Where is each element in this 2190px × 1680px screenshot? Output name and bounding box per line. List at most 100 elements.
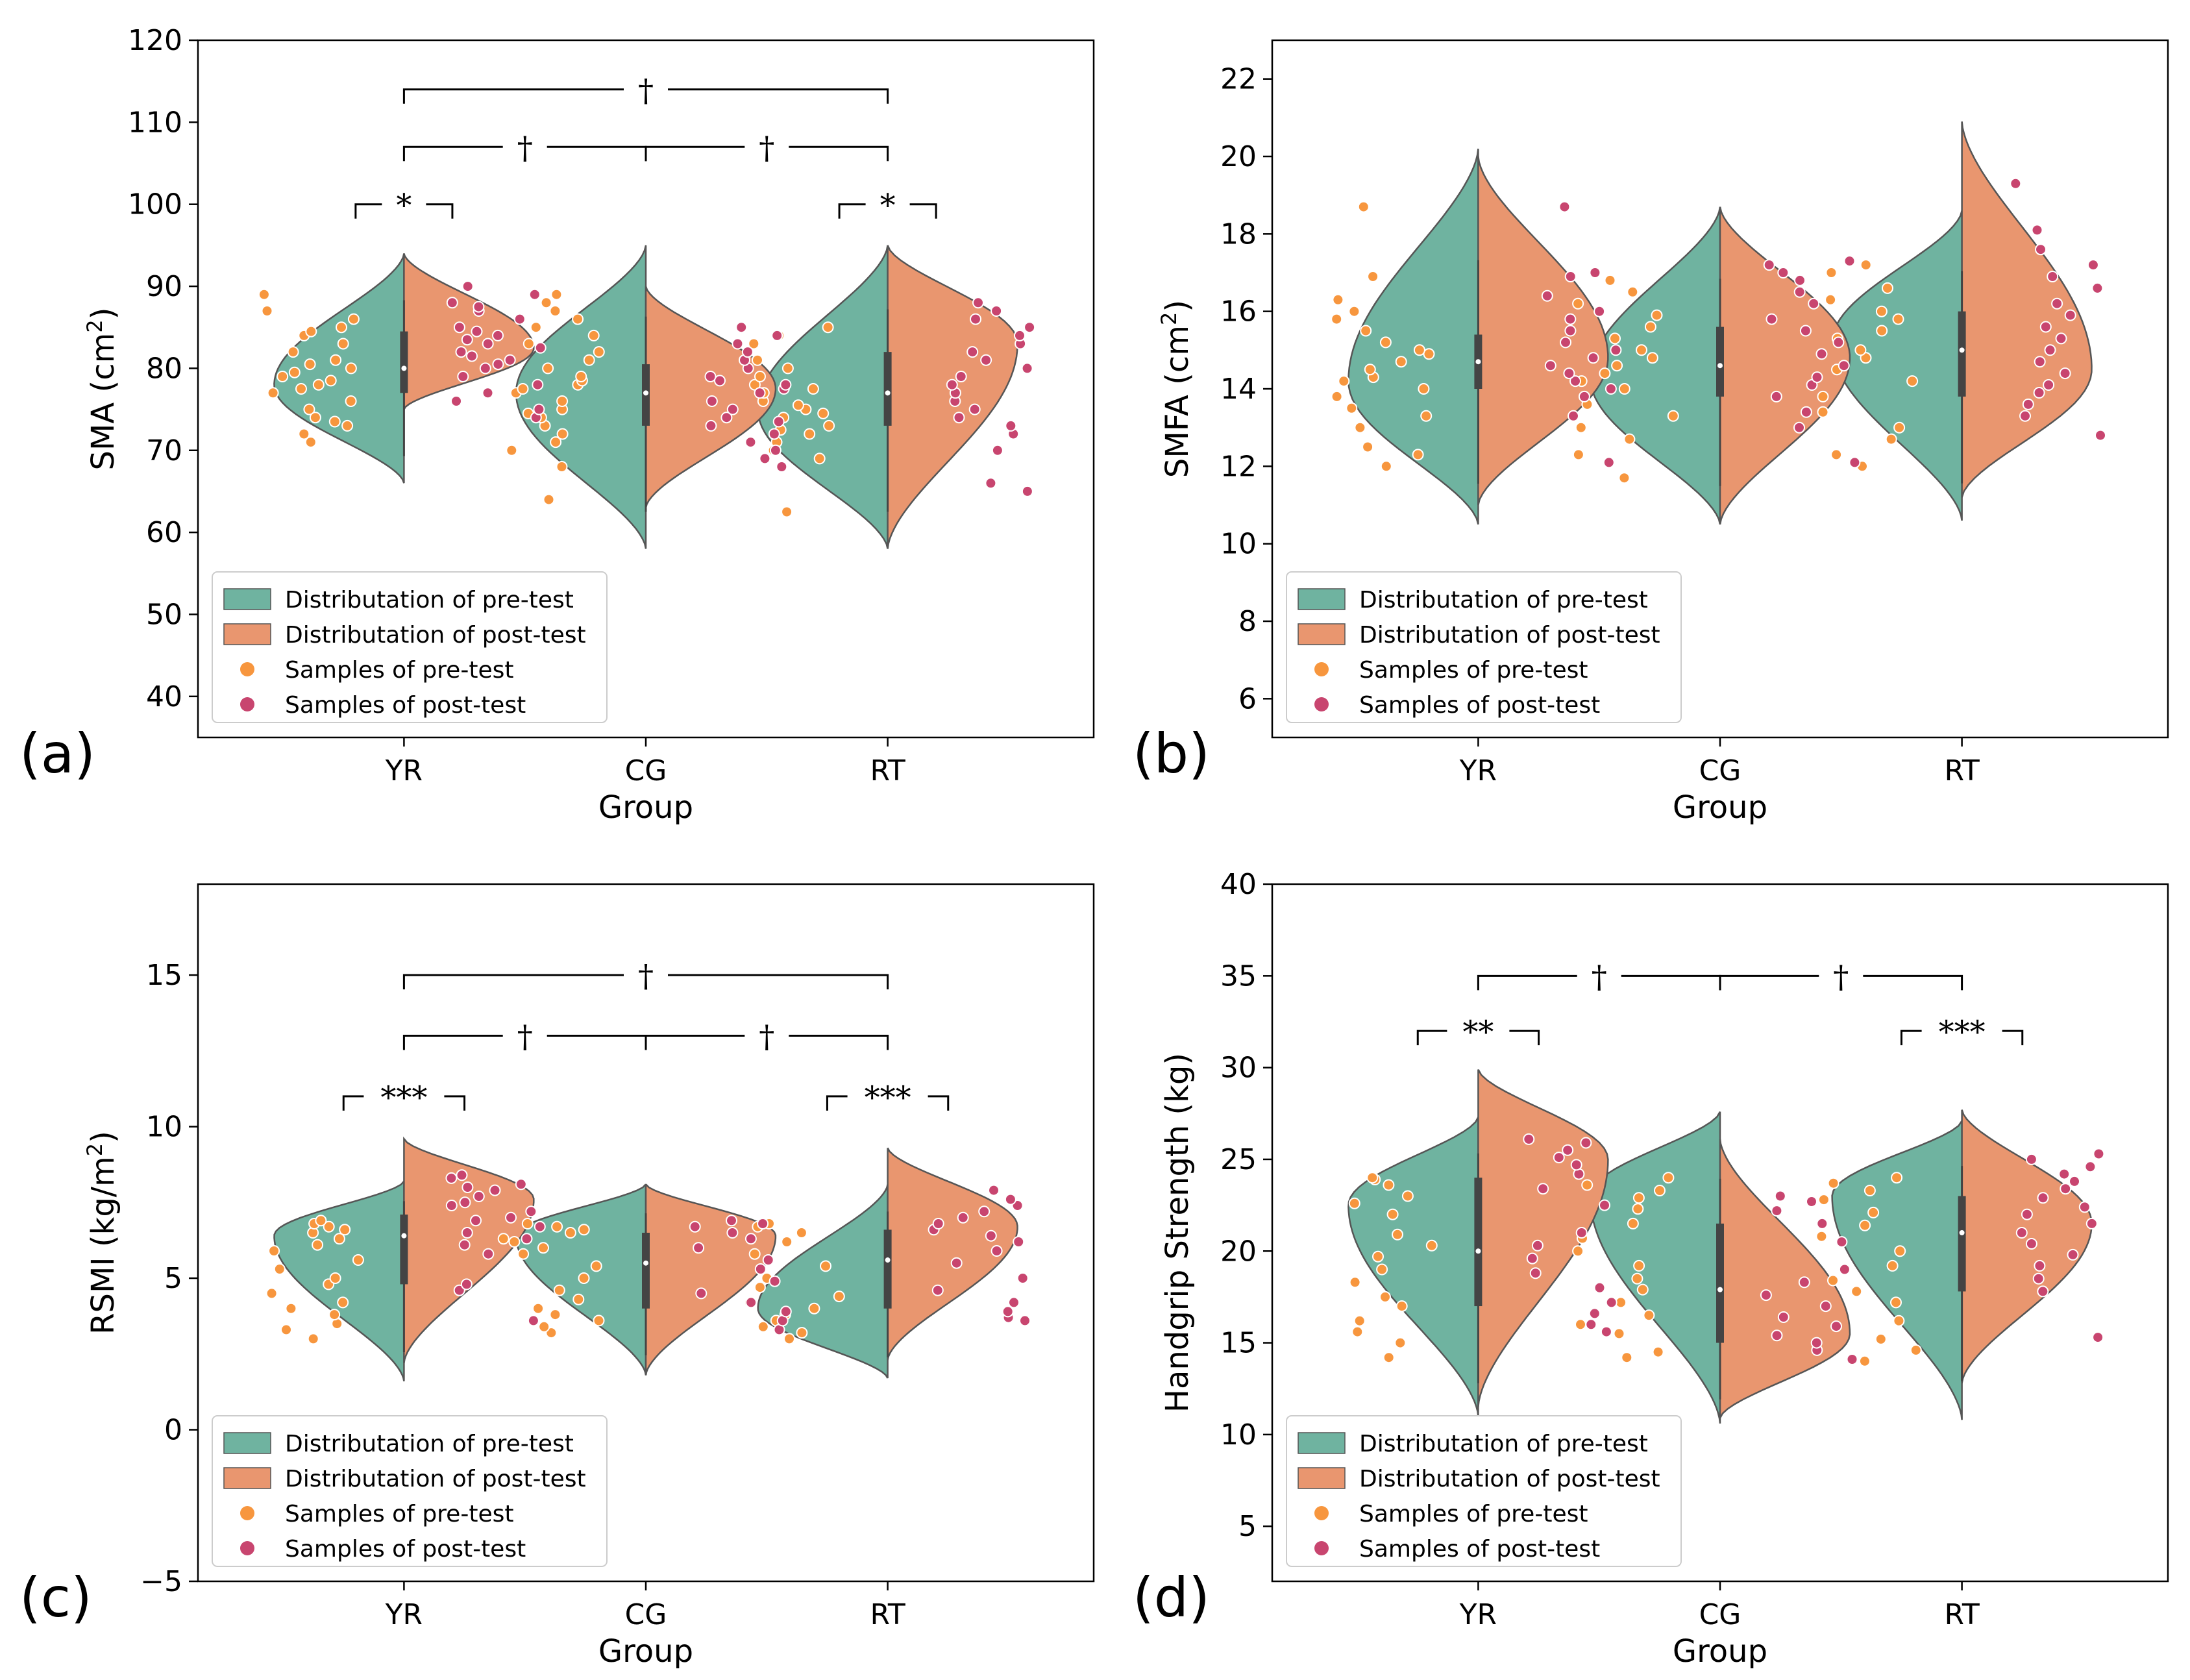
sample-point-post [1800, 406, 1812, 418]
x-tick-label-yr: YR [385, 1598, 423, 1631]
median-marker-yr [401, 1233, 407, 1239]
sample-point-post [768, 428, 780, 440]
legend-entry-post-dist-label: Distributation of post-test [285, 622, 586, 649]
sample-point-post [1004, 1193, 1016, 1205]
violin-post-yr [403, 1136, 535, 1364]
sample-point-post [2084, 1161, 2097, 1173]
sample-point-post [1021, 362, 1033, 375]
sample-point-post [2025, 1153, 2037, 1165]
sample-point-post [1811, 371, 1823, 384]
sample-point-post [1766, 313, 1778, 325]
violin-post-yr [1477, 156, 1609, 506]
bracket-right [547, 1034, 647, 1050]
sample-point-pre [593, 346, 605, 358]
sample-point-post [2032, 1272, 2045, 1285]
sample-point-post [455, 346, 467, 358]
sample-point-pre [337, 1296, 349, 1309]
sample-point-pre [1906, 375, 1919, 388]
sample-point-pre [1604, 274, 1616, 286]
sample-point-post [741, 346, 754, 358]
sample-point-pre [575, 371, 587, 382]
sample-point-pre [757, 1320, 769, 1333]
sample-point-pre [1609, 332, 1621, 345]
sample-point-post [1589, 267, 1601, 278]
sample-point-post [720, 412, 733, 424]
sample-point-pre [1654, 1185, 1666, 1196]
sample-point-post [1021, 485, 1033, 497]
sample-point-pre [298, 428, 310, 440]
sample-point-pre [556, 461, 568, 473]
panel-a: 40 50 60 70 80 90 100 110 120 YR CG RT Group SMA (cm2… [19, 24, 1095, 826]
y-tick-label: 35 [1220, 959, 1257, 993]
sample-point-post [978, 1205, 990, 1218]
sample-point-pre [556, 395, 569, 407]
bracket-right [1621, 974, 1721, 991]
y-tick-label: 22 [1220, 63, 1257, 96]
sample-point-pre [1396, 1300, 1408, 1313]
sample-point-post [460, 1278, 473, 1291]
sample-point-pre [537, 1242, 549, 1254]
legend-entry-pre-samples-label: Samples of pre-test [285, 657, 513, 684]
sample-point-post [985, 477, 997, 489]
y-axis-title: Handgrip Strength (kg) [1159, 1053, 1196, 1413]
sample-point-post [461, 1227, 473, 1239]
sample-point-post [445, 1172, 458, 1184]
bracket-left [645, 1034, 745, 1050]
sample-point-pre [583, 354, 595, 366]
bracket-left [826, 1095, 848, 1111]
sample-point-post [1793, 286, 1806, 298]
sample-point-post [1774, 1190, 1786, 1202]
sample-point-pre [550, 288, 563, 301]
sample-point-pre [538, 1320, 550, 1333]
sample-point-post [2034, 1259, 2046, 1272]
sample-point-pre [553, 1284, 565, 1296]
sample-point-pre [347, 313, 360, 325]
y-tick-label: 6 [1238, 682, 1257, 715]
sample-point-post [2064, 309, 2076, 321]
y-axis-title-end: ) [85, 1131, 121, 1143]
median-marker-cg [1717, 363, 1723, 369]
sample-point-pre [1882, 282, 1893, 294]
sample-point-post [1838, 360, 1850, 372]
sample-point-pre [304, 358, 316, 371]
significance-label: *** [865, 1080, 911, 1116]
legend-box [1286, 1415, 1682, 1567]
sample-point-pre [323, 1220, 335, 1233]
significance-bracket: *** [342, 1080, 466, 1116]
sample-point-post [955, 371, 967, 382]
sample-point-pre [345, 362, 357, 375]
sample-point-post [470, 1215, 482, 1227]
sample-point-post [458, 1239, 471, 1251]
sample-point-post [754, 387, 766, 399]
sample-point-pre [1892, 313, 1904, 325]
sample-point-post [1593, 1281, 1606, 1294]
sample-point-post [769, 1275, 781, 1287]
sample-point-pre [329, 1272, 341, 1284]
violin-pre-rt [757, 245, 889, 549]
sample-point-pre [1623, 433, 1636, 445]
x-tick-label-rt: RT [870, 1598, 905, 1631]
sample-point-pre [587, 329, 600, 341]
sample-point-pre [258, 288, 270, 301]
sample-point-post [2087, 259, 2099, 271]
quartile-box-yr [400, 1214, 408, 1285]
sample-point-post [769, 444, 781, 456]
sample-point-pre [303, 403, 315, 415]
sample-point-post [534, 341, 547, 354]
sample-point-post [957, 1211, 969, 1224]
sample-point-post [534, 1220, 546, 1233]
sample-point-pre [1631, 1272, 1643, 1285]
sample-point-post [461, 1181, 474, 1193]
sample-point-pre [572, 313, 584, 325]
sample-point-pre [1894, 1245, 1906, 1257]
sample-point-pre [1886, 1259, 1899, 1272]
sample-point-pre [1875, 1333, 1887, 1345]
sample-point-pre [1611, 360, 1623, 372]
y-axis-title: SMA (cm2) [82, 308, 121, 471]
sample-point-pre [1859, 1219, 1871, 1231]
sample-point-pre [593, 1315, 605, 1327]
sample-point-post [980, 354, 992, 366]
sample-point-pre [578, 1224, 590, 1236]
significance-bracket: † [402, 1019, 647, 1055]
